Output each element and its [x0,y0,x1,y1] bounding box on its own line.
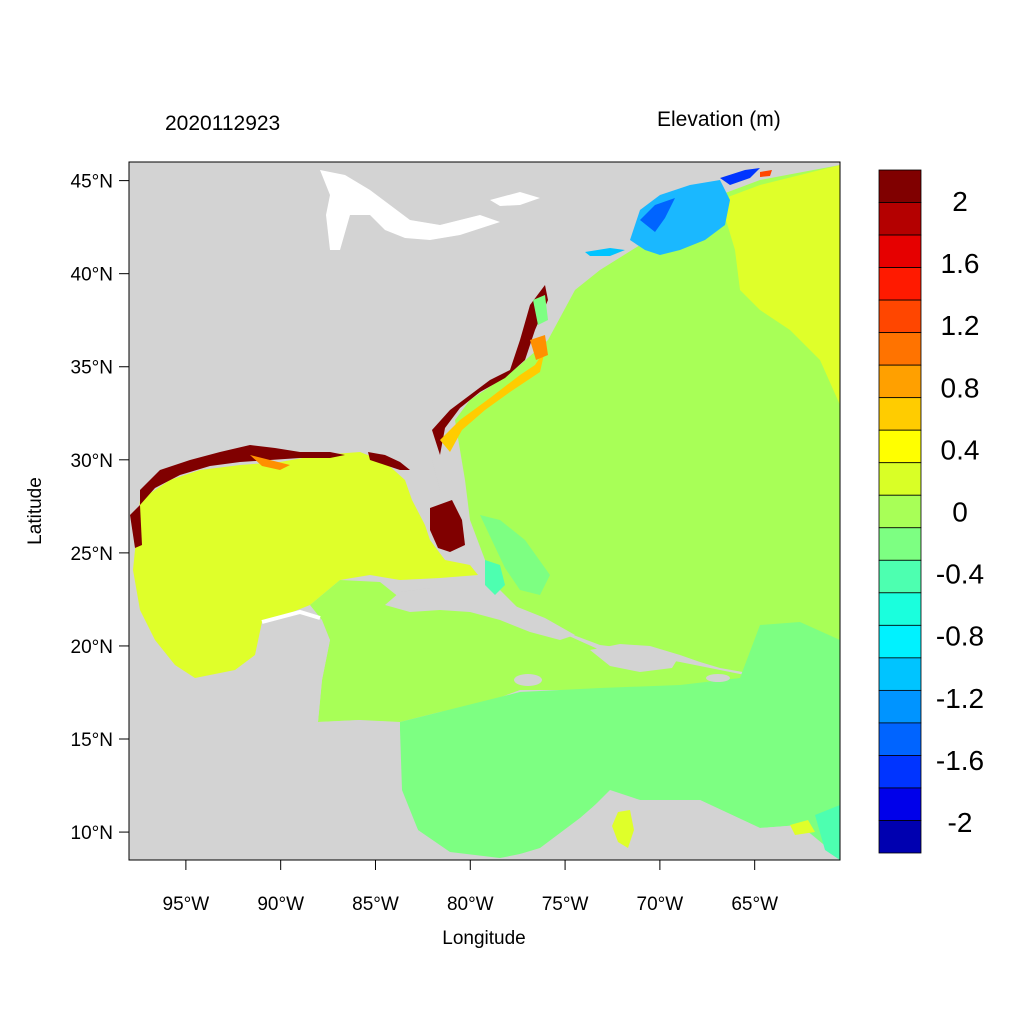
colorbar-tick-label: 2 [952,186,968,217]
y-axis-label: Latitude [25,477,46,545]
jamaica-land [514,674,542,686]
colorbar-swatch [878,267,922,301]
lat-tick-label: 35°N [71,358,113,379]
colorbar-swatch [878,429,922,464]
lon-tick-label: 85°W [352,894,399,915]
long-island-sound [585,248,625,256]
louisiana-surge-orange [250,455,290,470]
colorbar-swatch [878,234,922,268]
colorbar-swatch [878,820,922,854]
colorbar-tick-label: 1.6 [941,248,980,279]
colorbar-tick-label: -0.8 [936,621,984,652]
lon-tick-label: 75°W [542,894,589,915]
lon-tick-label: 90°W [257,894,304,915]
venezuela-coast-high [790,820,815,835]
lat-tick-label: 40°N [71,265,113,286]
carolina-positive-band [440,350,545,452]
timestamp-label: 2020112923 [165,112,281,135]
lon-tick-label: 65°W [731,894,778,915]
colorbar-tick-label: -1.2 [936,683,984,714]
big-bend-surge [368,452,410,470]
yucatan-coast [261,609,321,624]
gulf-of-maine-core [640,198,675,232]
lake-maracaibo [612,810,634,848]
atlantic-positive-band [720,165,840,405]
gulf-of-mexico [133,452,478,678]
lon-tick-label: 95°W [163,894,210,915]
chesapeake-bay [533,295,548,325]
lat-tick-label: 10°N [71,823,113,844]
colorbar-tick-label: 0.8 [941,372,980,403]
texas-surge [130,505,142,548]
colorbar-tick-label: 1.2 [941,310,980,341]
hispaniola-land [590,644,680,672]
great-lakes [320,170,500,250]
colorbar-swatch [878,169,922,203]
x-axis-label: Longitude [442,928,525,949]
colorbar-swatch [878,299,922,334]
florida-surge-high [430,500,465,552]
pamlico-sound [530,335,548,360]
colorbar-swatch [878,722,922,756]
colorbar-swatch [878,559,922,594]
colorbar-swatch [878,202,922,236]
gulf-of-maine-low [630,180,730,255]
bay-of-fundy-high [760,170,772,177]
lat-tick-label: 20°N [71,637,113,658]
colorbar-swatch [878,787,922,821]
colorbar-swatch [878,332,922,366]
lon-tick-label: 70°W [637,894,684,915]
colorbar-swatch [878,397,922,431]
gulf-coast-surge [140,445,345,505]
trinidad-coast [815,805,840,860]
south-america-land [500,792,840,860]
colorbar-tick-label: 0.4 [941,434,980,465]
colorbar-swatch [878,462,922,496]
colorbar-tick-label: -1.6 [936,745,984,776]
bahamas-bank [480,515,550,595]
variable-label: Elevation (m) [657,108,781,131]
longitude-ticks: 95°W 90°W 85°W 80°W 75°W 70°W 65°W [163,860,778,915]
colorbar-labels: 2 1.6 1.2 0.8 0.4 0 -0.4 -0.8 -1.2 -1.6 -2 [936,186,984,838]
lat-tick-label: 45°N [71,172,113,193]
colorbar-swatch [878,624,922,659]
colorbar-tick-label: 0 [952,497,968,528]
central-america-land [129,612,445,860]
lat-tick-label: 30°N [71,451,113,472]
colorbar-swatch [878,689,922,724]
cuba-land [385,588,575,640]
map-frame [128,161,841,861]
colorbar-swatch [878,364,922,399]
bahamas-shallows [485,560,505,595]
latitude-ticks: 45°N 40°N 35°N 30°N 25°N 20°N 15°N 10°N [71,172,129,844]
colorbar-tick-label: -0.4 [936,559,984,590]
lat-tick-label: 25°N [71,544,113,565]
colorbar-swatch [878,527,922,561]
bay-of-fundy-low [720,168,760,185]
lat-tick-label: 15°N [71,730,113,751]
colorbar-tick-label: -2 [948,807,973,838]
lake-ontario [490,192,540,206]
caribbean-east [400,622,840,860]
colorbar-swatch [878,657,922,691]
colorbar-swatch [878,755,922,789]
lon-tick-label: 80°W [447,894,494,915]
colorbar [878,169,922,854]
puerto-rico-land [706,674,730,682]
colorbar-swatch [878,494,922,529]
map-panel [129,162,840,860]
colorbar-swatch [878,592,922,626]
